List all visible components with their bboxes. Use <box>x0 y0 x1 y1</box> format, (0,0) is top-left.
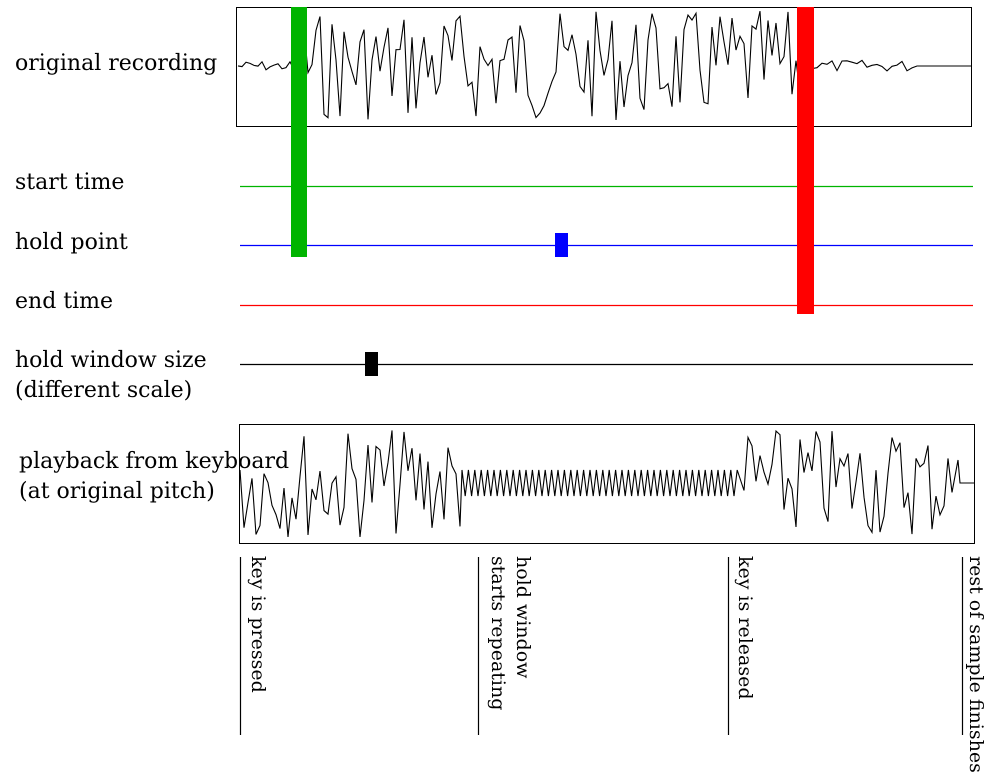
playback-box <box>239 424 975 544</box>
end-time-label: end time <box>15 289 114 314</box>
playback-pitch-note: (at original pitch) <box>19 479 215 504</box>
playback-waveform <box>239 429 974 538</box>
hold-point-marker[interactable] <box>555 233 568 257</box>
start-time-marker[interactable] <box>291 7 307 257</box>
original-recording-label: original recording <box>15 51 218 76</box>
hold-window-size-label: hold window size <box>15 348 207 373</box>
original-recording-box <box>236 7 972 127</box>
hold-window-scale-note: (different scale) <box>15 378 193 403</box>
key-pressed-label: key is pressed <box>247 556 269 693</box>
key-released-label: key is released <box>734 556 756 700</box>
start-time-label: start time <box>15 170 125 195</box>
sample-finishes-label: rest of sample finishes <box>965 556 987 773</box>
end-time-marker[interactable] <box>797 7 814 314</box>
hold-window-repeat-label-line2: starts repeating <box>487 556 509 711</box>
hold-window-size-marker[interactable] <box>365 352 378 376</box>
hold-point-label: hold point <box>15 230 128 255</box>
playback-label: playback from keyboard <box>19 449 290 474</box>
original-waveform <box>237 10 971 121</box>
hold-window-repeat-label-line1: hold window <box>512 556 534 679</box>
